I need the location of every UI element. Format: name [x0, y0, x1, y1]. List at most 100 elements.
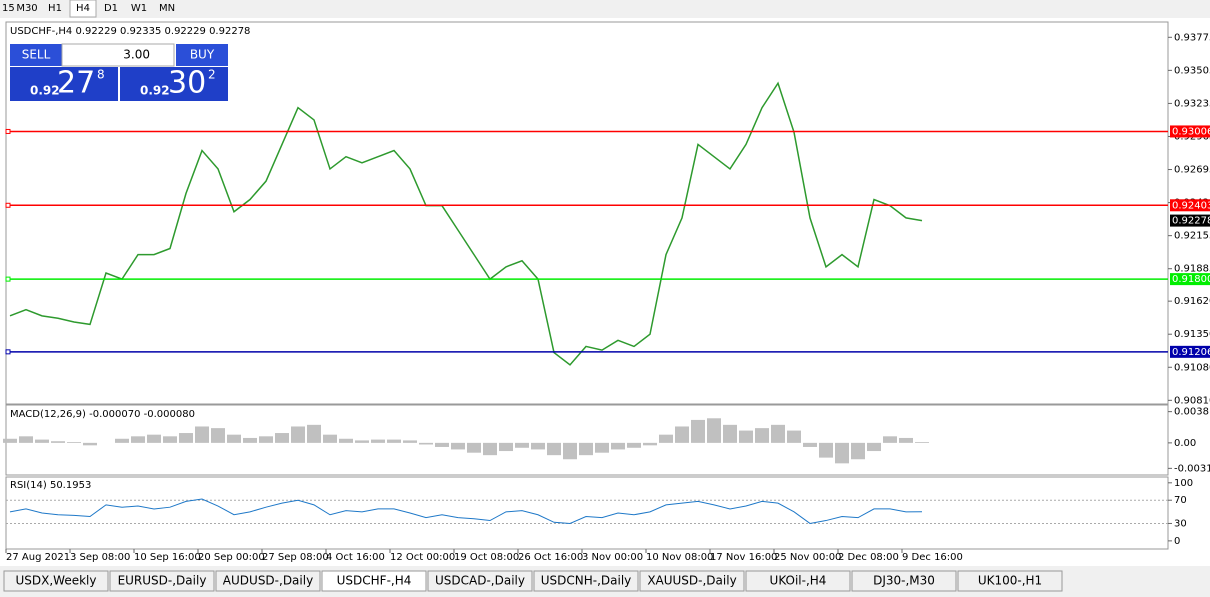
- x-tick-label: 9 Dec 16:00: [902, 552, 963, 563]
- level-label: 0.91800: [1172, 274, 1210, 285]
- level-label: 0.91206: [1172, 347, 1210, 358]
- x-tick-label: 27 Sep 08:00: [262, 552, 329, 563]
- timeframe-button[interactable]: H1: [48, 3, 62, 14]
- ask-box[interactable]: [120, 67, 228, 101]
- tab-label: UKOil-,H4: [770, 574, 827, 588]
- macd-bar: [195, 426, 209, 443]
- macd-bar: [483, 442, 497, 456]
- macd-bar: [739, 430, 753, 443]
- timeframe-button[interactable]: M30: [16, 3, 37, 14]
- tab[interactable]: [639, 570, 745, 592]
- x-tick-label: 19 Oct 08:00: [454, 552, 519, 563]
- macd-bar: [691, 419, 705, 443]
- tab[interactable]: [427, 570, 533, 592]
- macd-bar: [899, 437, 913, 443]
- y-tick-label: 0.93775: [1174, 32, 1210, 43]
- ask-small: 2: [208, 68, 216, 82]
- macd-bar: [819, 442, 833, 458]
- x-tick-label: 20 Sep 00:00: [198, 552, 265, 563]
- y-tick-label: 0.91885: [1174, 264, 1210, 275]
- tab[interactable]: [957, 570, 1063, 592]
- macd-bar: [499, 442, 513, 452]
- y-tick-label: 0.93235: [1174, 98, 1210, 109]
- level-handle: [5, 349, 11, 355]
- level-label: 0.92403: [1172, 200, 1210, 211]
- x-tick-label: 10 Nov 08:00: [646, 552, 713, 563]
- x-tick-label: 2 Dec 08:00: [838, 552, 899, 563]
- macd-bar: [451, 442, 465, 450]
- x-tick-label: 17 Nov 16:00: [710, 552, 777, 563]
- timeframe-button[interactable]: H4: [76, 3, 90, 14]
- sell-button[interactable]: [10, 44, 62, 66]
- timeframe-button[interactable]: D1: [104, 3, 118, 14]
- macd-bar: [259, 436, 273, 443]
- y-tick-label: 70: [1174, 495, 1187, 506]
- macd-bar: [307, 424, 321, 443]
- level-tag: [1170, 125, 1210, 138]
- y-tick-label: 0: [1174, 536, 1180, 547]
- macd-bar: [339, 438, 353, 443]
- macd-bar: [291, 426, 305, 443]
- macd-bar: [131, 436, 145, 443]
- macd-bar: [515, 442, 529, 448]
- macd-bar: [355, 440, 369, 443]
- bid-box[interactable]: [10, 67, 118, 101]
- macd-bar: [563, 442, 577, 460]
- tab[interactable]: [3, 570, 109, 592]
- x-tick-label: 10 Sep 16:00: [134, 552, 201, 563]
- macd-bar: [659, 434, 673, 443]
- macd-bar: [835, 442, 849, 464]
- trade-panel: SELL 3.00 BUY 0.92 27 8 0.92 30 2: [10, 43, 228, 101]
- level-tag: [1170, 199, 1210, 212]
- macd-bar: [755, 428, 769, 443]
- sell-text: SELL: [22, 48, 51, 62]
- y-tick-label: 0.90810: [1174, 395, 1210, 406]
- macd-bar: [867, 442, 881, 452]
- macd-bar: [419, 442, 433, 445]
- macd-bar: [675, 426, 689, 443]
- macd-bar: [3, 438, 17, 443]
- y-tick-label: 0.93505: [1174, 65, 1210, 76]
- buy-button[interactable]: [176, 44, 228, 66]
- macd-bar: [723, 424, 737, 443]
- tab[interactable]: [745, 570, 851, 592]
- volume-box[interactable]: [61, 43, 175, 67]
- macd-bar: [51, 441, 65, 443]
- x-tick-label: 27 Aug 2021: [6, 552, 70, 563]
- x-tick-label: 12 Oct 00:00: [390, 552, 455, 563]
- rsi-label: RSI(14) 50.1953: [10, 480, 91, 491]
- macd-bar: [707, 418, 721, 443]
- rsi-panel: [5, 476, 1169, 550]
- tab[interactable]: [533, 570, 639, 592]
- timeframe-button[interactable]: MN: [159, 3, 175, 14]
- buy-text: BUY: [190, 48, 215, 62]
- level-tag: [1170, 273, 1210, 286]
- tab[interactable]: [109, 570, 215, 592]
- tab-label: USDCAD-,Daily: [435, 574, 525, 588]
- level-handle: [5, 202, 11, 208]
- tab[interactable]: [215, 570, 321, 592]
- tab-label: USDCHF-,H4: [337, 574, 412, 588]
- x-tick-label: 3 Nov 00:00: [582, 552, 643, 563]
- macd-bar: [35, 439, 49, 443]
- ask-main: 30: [168, 66, 206, 101]
- macd-label: MACD(12,26,9) -0.000070 -0.000080: [10, 409, 195, 420]
- volume: 3.00: [123, 48, 150, 62]
- timeframe-button[interactable]: 15: [2, 3, 15, 14]
- macd-bar: [851, 442, 865, 460]
- tab-label: USDCNH-,Daily: [541, 574, 632, 588]
- level-handle: [5, 128, 11, 134]
- tab-active[interactable]: [321, 570, 427, 592]
- current-price-tag: [1170, 214, 1210, 227]
- macd-bar: [115, 438, 129, 443]
- macd-bar: [147, 434, 161, 443]
- macd-bar: [771, 424, 785, 443]
- macd-bar: [19, 436, 33, 443]
- macd-bar: [627, 442, 641, 448]
- current-price: 0.92278: [1172, 216, 1210, 227]
- bid-main: 27: [57, 66, 95, 101]
- macd-bar: [643, 442, 657, 446]
- timeframe-button[interactable]: W1: [131, 3, 147, 14]
- tab[interactable]: [851, 570, 957, 592]
